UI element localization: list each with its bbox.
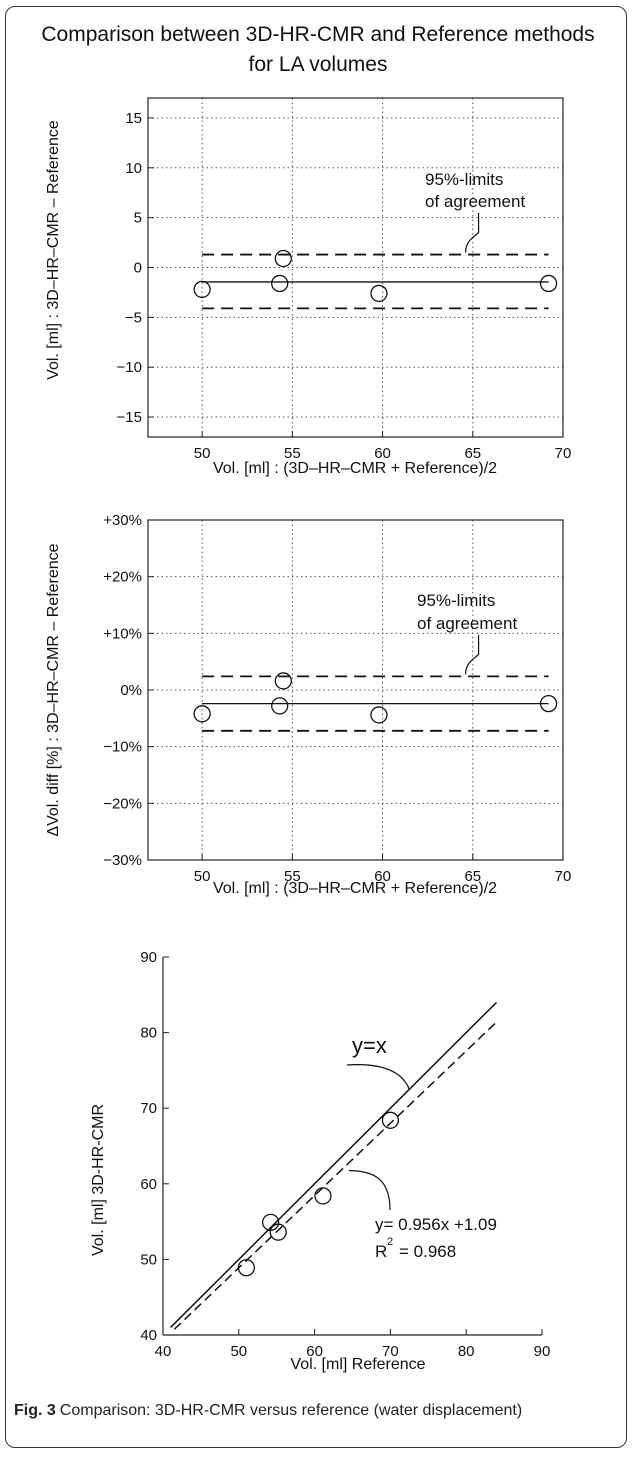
chart-3-x-tick-label: 80	[458, 1343, 475, 1360]
chart-1-x-tick-label: 60	[374, 445, 391, 462]
chart-1-x-tick-label: 65	[464, 445, 481, 462]
figure-frame	[5, 6, 627, 1448]
chart-3-xlabel: Vol. [ml] Reference	[290, 1356, 425, 1373]
chart-3-y-tick-label: 90	[140, 949, 157, 966]
chart-1-y-tick-label: −15	[117, 409, 142, 426]
chart-1-annotation-leader	[464, 213, 480, 253]
chart-1-data-point	[370, 284, 388, 303]
chart-2-x-tick-label: 65	[464, 868, 481, 885]
chart-3-r-squared-prefix: R	[375, 1242, 387, 1261]
figure-title-line-2: for LA volumes	[248, 53, 388, 76]
chart-1-xlabel: Vol. [ml] : (3D–HR–CMR + Reference)/2	[213, 460, 497, 477]
chart-3-regression-equation: y= 0.956x +1.09	[375, 1215, 497, 1234]
chart-3-y-tick-label: 40	[140, 1327, 157, 1344]
chart-2-x-tick-label: 70	[555, 868, 572, 885]
chart-2-x-tick-label: 60	[374, 868, 391, 885]
chart-3-x-tick-label: 50	[230, 1343, 247, 1360]
chart-3-regression: 40 50 60 70 80 90 40 50 60 70 80 90	[140, 949, 550, 1360]
chart-1-y-tick-label: 10	[125, 160, 142, 177]
figure-title-line-1: Comparison between 3D-HR-CMR and Referen…	[41, 23, 595, 46]
chart-2-data-point	[539, 694, 558, 713]
chart-2-y-tick-label: +20%	[103, 569, 142, 586]
chart-2-data-point	[370, 706, 388, 724]
chart-2-data-point	[193, 705, 211, 723]
chart-1-data-point	[193, 280, 211, 299]
chart-3-data-point	[237, 1259, 256, 1277]
chart-2-y-tick-label: 0%	[120, 682, 142, 699]
chart-1-annotation-line-1: 95%-limits	[425, 170, 503, 189]
chart-2-y-tick-label: +10%	[103, 625, 142, 642]
chart-2-y-tick-label: −10%	[103, 739, 142, 756]
chart-3-data-point	[269, 1223, 287, 1241]
chart-1-annotation-line-2: of agreement	[425, 192, 525, 211]
chart-2-x-tick-label: 50	[194, 868, 211, 885]
chart-2-y-tick-label: −30%	[103, 852, 142, 869]
chart-1-y-tick-label: −5	[125, 309, 142, 326]
chart-3-y-tick-label: 60	[140, 1176, 157, 1193]
chart-1-y-tick-label: 5	[134, 210, 142, 227]
chart-2-x-tick-label: 55	[284, 868, 301, 885]
chart-3-ylabel: Vol. [ml] 3D-HR-CMR	[90, 1104, 107, 1256]
chart-3-y-tick-label: 50	[140, 1251, 157, 1268]
chart-2-y-tick-label: −20%	[103, 795, 142, 812]
chart-2-data-point	[274, 672, 292, 690]
chart-1-y-tick-label: 15	[125, 110, 142, 127]
chart-3-y-tick-label: 70	[140, 1100, 157, 1117]
chart-1-data-point	[274, 249, 292, 268]
chart-1-x-tick-label: 50	[194, 445, 211, 462]
figure-caption-text: Comparison: 3D-HR-CMR versus reference (…	[59, 1402, 523, 1419]
chart-2-y-tick-label: +30%	[103, 512, 142, 529]
figure-caption: Fig. 3 Comparison: 3D-HR-CMR versus refer…	[14, 1402, 624, 1420]
chart-1-x-tick-label: 55	[284, 445, 301, 462]
chart-1-y-tick-label: 0	[134, 260, 142, 277]
chart-3-x-tick-label: 90	[534, 1343, 551, 1360]
chart-3-identity-leader	[346, 1064, 410, 1090]
chart-3-r-squared-exponent: 2	[387, 1236, 393, 1248]
chart-3-x-tick-label: 70	[382, 1343, 399, 1360]
chart-2-annotation-line-2: of agreement	[417, 614, 517, 633]
chart-2-data-point	[271, 697, 289, 715]
chart-3-x-tick-label: 60	[306, 1343, 323, 1360]
chart-3-r-squared-value: = 0.968	[399, 1242, 456, 1261]
figure-caption-label: Fig. 3	[14, 1402, 56, 1419]
chart-3-regression-line	[173, 1021, 498, 1330]
chart-1-x-tick-label: 70	[555, 445, 572, 462]
chart-3-identity-label: y=x	[352, 1033, 387, 1058]
chart-1-ylabel: Vol. [ml] : 3D–HR–CMR – Reference	[45, 120, 62, 380]
chart-3-data-point	[314, 1187, 332, 1205]
chart-3-x-tick-label: 40	[155, 1343, 172, 1360]
chart-3-identity-line	[170, 1001, 498, 1328]
chart-2-ylabel: ΔVol. diff [%] : 3D–HR–CMR – Reference	[45, 543, 62, 836]
chart-2-annotation-line-1: 95%-limits	[417, 591, 495, 610]
chart-1-y-tick-label: −10	[117, 359, 142, 376]
chart-3-y-tick-label: 80	[140, 1025, 157, 1042]
chart-2-bland-altman-percent: 50 55 60 65 70 +30% +20% +10% 0% −10% −20% −30%	[103, 512, 571, 885]
chart-3-data-point	[381, 1111, 400, 1129]
chart-2-annotation-leader	[464, 635, 480, 675]
chart-1-data-point	[271, 274, 289, 293]
chart-2-xlabel: Vol. [ml] : (3D–HR–CMR + Reference)/2	[213, 880, 497, 897]
chart-3-regression-leader	[348, 1170, 391, 1211]
chart-1-data-point	[539, 274, 558, 293]
